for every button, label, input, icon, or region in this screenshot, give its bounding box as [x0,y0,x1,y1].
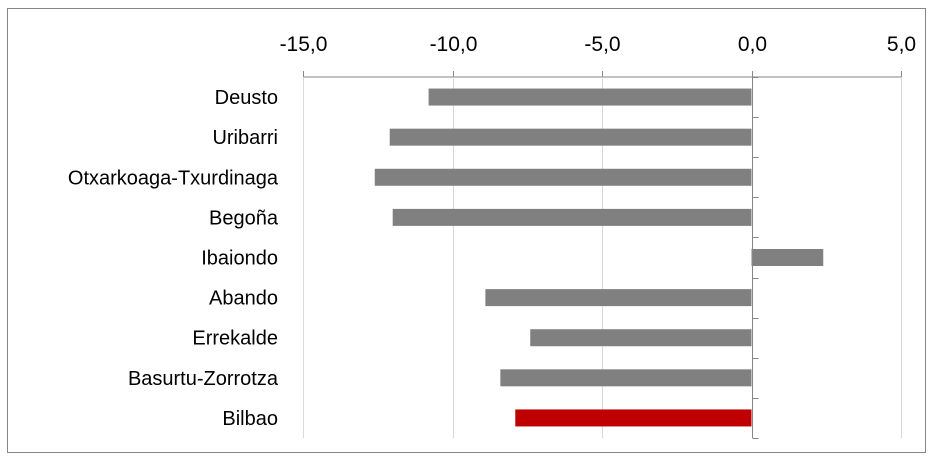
x-tick-label: -5,0 [584,33,620,56]
category-labels: Deusto Uribarri Otxarkoaga-Txurdinaga Begoñ… [68,87,279,430]
category-label: Otxarkoaga-Txurdinaga [68,167,279,189]
category-label: Uribarri [212,127,278,149]
category-label: Errekalde [192,328,278,350]
category-label: Basurtu-Zorrotza [128,368,279,390]
x-tick-label: 0,0 [738,33,767,56]
bar-uribarri [389,128,752,146]
category-label: Deusto [215,87,278,109]
bar-abando [485,289,752,307]
bars [374,88,824,427]
bar-bilbao [515,409,752,427]
chart-frame [7,8,926,453]
category-label: Begoña [209,207,279,229]
x-tick-label: 5,0 [887,33,916,56]
category-label: Ibaiondo [201,248,278,270]
category-label: Abando [209,288,278,310]
bar-errekalde [530,329,752,347]
category-label: Bilbao [222,408,278,430]
bar-bego-a [392,208,752,226]
bar-deusto [428,88,752,106]
bar-ibaiondo [751,249,824,266]
bar-otxarkoaga-txurdinaga [374,168,752,186]
x-axis-ticks: -15,0 -10,0 -5,0 0,0 5,0 [280,33,916,77]
bar-basurtu-zorrotza [500,369,752,387]
y-axis [752,77,759,439]
x-tick-label: -15,0 [280,33,328,56]
x-tick-label: -10,0 [430,33,478,56]
